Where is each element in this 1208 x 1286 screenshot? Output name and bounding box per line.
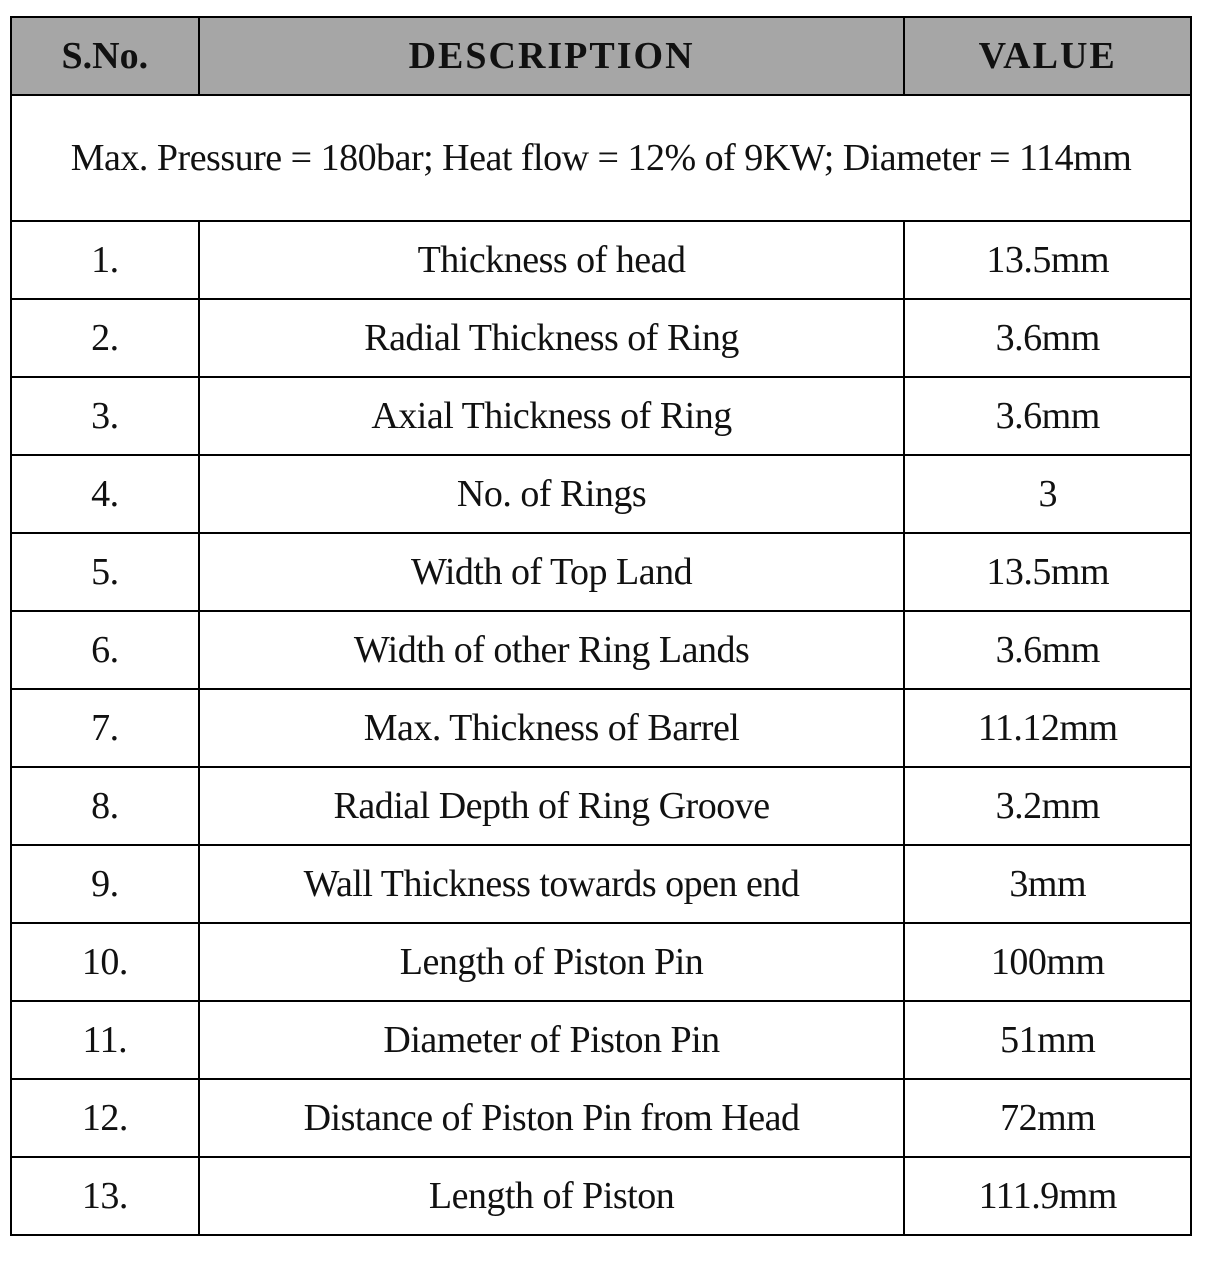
- header-sno: S.No.: [10, 16, 200, 96]
- table-row: 12. Distance of Piston Pin from Head 72mm: [10, 1078, 1192, 1158]
- cell-sno: 13.: [10, 1156, 200, 1236]
- table-row: 13. Length of Piston 111.9mm: [10, 1156, 1192, 1236]
- cell-description: Thickness of head: [197, 220, 906, 300]
- cell-description: Length of Piston Pin: [197, 922, 906, 1002]
- header-description: DESCRIPTION: [197, 16, 906, 96]
- cell-sno: 9.: [10, 844, 200, 924]
- table-row: 10. Length of Piston Pin 100mm: [10, 922, 1192, 1002]
- piston-design-table: S.No. DESCRIPTION VALUE Max. Pressure = …: [10, 16, 1192, 1236]
- cell-value: 51mm: [903, 1000, 1192, 1080]
- table-row: 8. Radial Depth of Ring Groove 3.2mm: [10, 766, 1192, 846]
- cell-description: Width of other Ring Lands: [197, 610, 906, 690]
- cell-sno: 5.: [10, 532, 200, 612]
- table-row: 11. Diameter of Piston Pin 51mm: [10, 1000, 1192, 1080]
- cell-description: No. of Rings: [197, 454, 906, 534]
- cell-value: 3mm: [903, 844, 1192, 924]
- cell-description: Max. Thickness of Barrel: [197, 688, 906, 768]
- table-row: 1. Thickness of head 13.5mm: [10, 220, 1192, 300]
- cell-sno: 10.: [10, 922, 200, 1002]
- table-row: 9. Wall Thickness towards open end 3mm: [10, 844, 1192, 924]
- cell-value: 3.6mm: [903, 298, 1192, 378]
- cell-description: Length of Piston: [197, 1156, 906, 1236]
- cell-value: 11.12mm: [903, 688, 1192, 768]
- cell-sno: 6.: [10, 610, 200, 690]
- cell-description: Radial Thickness of Ring: [197, 298, 906, 378]
- cell-description: Distance of Piston Pin from Head: [197, 1078, 906, 1158]
- cell-value: 3.2mm: [903, 766, 1192, 846]
- cell-value: 3.6mm: [903, 610, 1192, 690]
- cell-value: 100mm: [903, 922, 1192, 1002]
- table-row: 5. Width of Top Land 13.5mm: [10, 532, 1192, 612]
- cell-sno: 11.: [10, 1000, 200, 1080]
- conditions-row: Max. Pressure = 180bar; Heat flow = 12% …: [10, 94, 1192, 222]
- table-row: 2. Radial Thickness of Ring 3.6mm: [10, 298, 1192, 378]
- table-row: 6. Width of other Ring Lands 3.6mm: [10, 610, 1192, 690]
- table-row: 3. Axial Thickness of Ring 3.6mm: [10, 376, 1192, 456]
- cell-value: 111.9mm: [903, 1156, 1192, 1236]
- table-row: 4. No. of Rings 3: [10, 454, 1192, 534]
- cell-sno: 2.: [10, 298, 200, 378]
- cell-sno: 1.: [10, 220, 200, 300]
- cell-description: Axial Thickness of Ring: [197, 376, 906, 456]
- conditions-cell: Max. Pressure = 180bar; Heat flow = 12% …: [10, 94, 1192, 222]
- cell-value: 72mm: [903, 1078, 1192, 1158]
- header-row: S.No. DESCRIPTION VALUE: [10, 16, 1192, 96]
- header-value: VALUE: [903, 16, 1192, 96]
- table-row: 7. Max. Thickness of Barrel 11.12mm: [10, 688, 1192, 768]
- cell-sno: 4.: [10, 454, 200, 534]
- cell-sno: 3.: [10, 376, 200, 456]
- cell-description: Width of Top Land: [197, 532, 906, 612]
- cell-value: 3: [903, 454, 1192, 534]
- cell-sno: 8.: [10, 766, 200, 846]
- cell-value: 13.5mm: [903, 220, 1192, 300]
- cell-sno: 7.: [10, 688, 200, 768]
- cell-description: Radial Depth of Ring Groove: [197, 766, 906, 846]
- cell-value: 3.6mm: [903, 376, 1192, 456]
- cell-description: Wall Thickness towards open end: [197, 844, 906, 924]
- cell-value: 13.5mm: [903, 532, 1192, 612]
- cell-description: Diameter of Piston Pin: [197, 1000, 906, 1080]
- cell-sno: 12.: [10, 1078, 200, 1158]
